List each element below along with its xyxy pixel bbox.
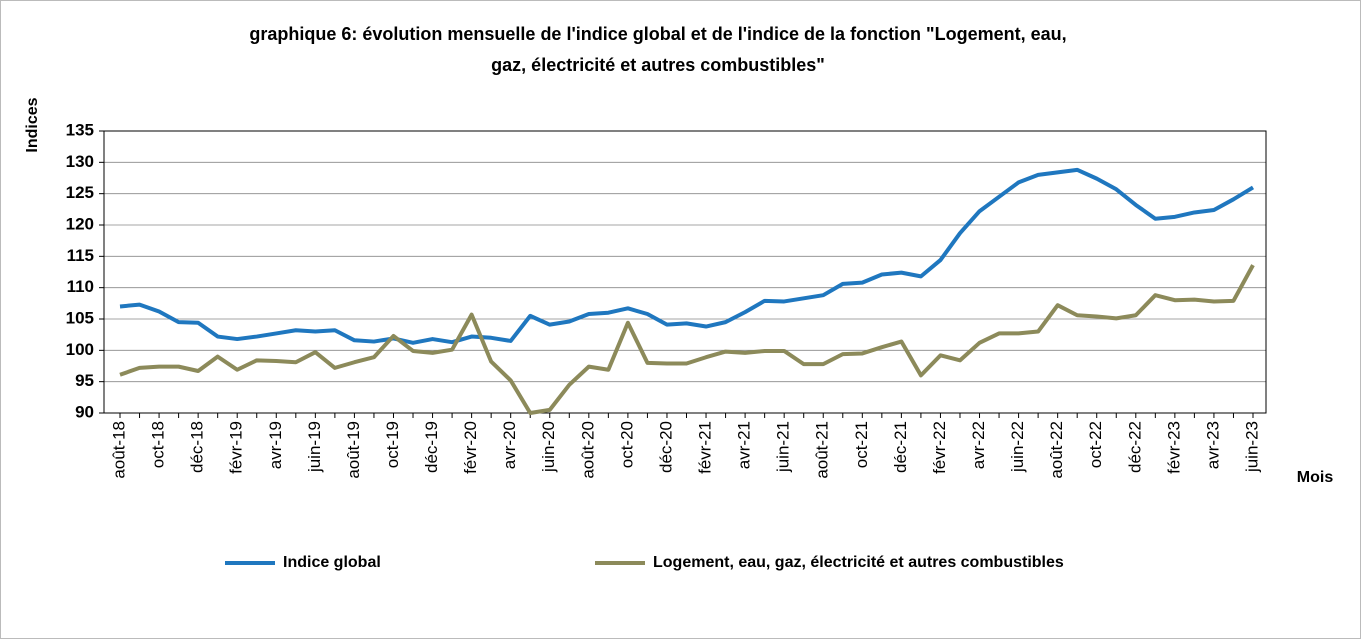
y-axis-label: Indices — [24, 97, 41, 152]
y-tick-label: 110 — [67, 277, 94, 296]
y-tick-label: 125 — [66, 183, 94, 202]
x-tick-label: oct-21 — [852, 421, 871, 468]
x-tick-label: août-20 — [578, 421, 597, 479]
x-tick-label: août-19 — [344, 421, 363, 479]
x-tick-label: févr-21 — [696, 421, 715, 474]
y-tick-label: 95 — [75, 371, 94, 390]
x-axis-label: Mois — [1297, 469, 1334, 486]
x-tick-label: avr-21 — [735, 421, 754, 469]
x-tick-label: oct-18 — [149, 421, 168, 468]
x-tick-label: août-21 — [813, 421, 832, 479]
x-tick-label: juin-22 — [1008, 421, 1027, 473]
x-tick-label: juin-21 — [774, 421, 793, 473]
y-tick-label: 120 — [66, 214, 94, 233]
x-tick-label: oct-19 — [383, 421, 402, 468]
y-tick-label: 105 — [66, 308, 94, 327]
x-tick-label: avr-23 — [1203, 421, 1222, 469]
y-tick-label: 135 — [66, 120, 94, 139]
x-tick-label: juin-19 — [305, 421, 324, 473]
series-line — [119, 167, 1255, 345]
x-tick-label: oct-20 — [617, 421, 636, 468]
legend-label: Logement, eau, gaz, électricité et autre… — [653, 554, 1064, 571]
x-tick-label: avr-19 — [266, 421, 285, 469]
x-tick-label: avr-22 — [969, 421, 988, 469]
x-tick-label: févr-20 — [461, 421, 480, 474]
y-tick-label: 100 — [66, 340, 94, 359]
y-tick-label: 130 — [66, 152, 94, 171]
y-tick-label: 90 — [75, 402, 94, 421]
legend-label: Indice global — [283, 554, 381, 571]
x-tick-label: févr-19 — [227, 421, 246, 474]
x-tick-label: juin-20 — [539, 421, 558, 473]
x-tick-label: déc-22 — [1125, 421, 1144, 473]
chart-subtitle: gaz, électricité et autres combustibles" — [491, 55, 825, 75]
x-tick-label: avr-20 — [500, 421, 519, 469]
plot-area — [103, 130, 1267, 414]
series-line — [119, 264, 1255, 415]
x-tick-label: juin-23 — [1242, 421, 1261, 473]
x-tick-label: déc-19 — [422, 421, 441, 473]
x-tick-label: févr-22 — [930, 421, 949, 474]
x-tick-label: févr-23 — [1164, 421, 1183, 474]
x-tick-label: déc-18 — [188, 421, 207, 473]
x-tick-label: déc-21 — [891, 421, 910, 473]
x-tick-label: déc-20 — [656, 421, 675, 473]
x-tick-label: oct-22 — [1086, 421, 1105, 468]
x-tick-label: août-22 — [1047, 421, 1066, 479]
x-tick-label: août-18 — [109, 421, 128, 479]
y-tick-label: 115 — [67, 246, 94, 265]
chart-title: graphique 6: évolution mensuelle de l'in… — [249, 24, 1066, 44]
